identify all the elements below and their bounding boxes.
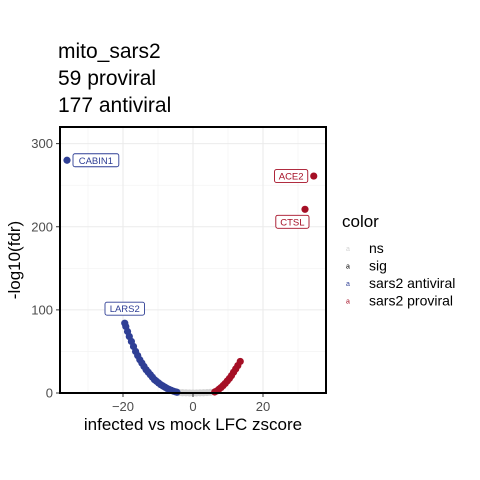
legend-label-ns: ns bbox=[369, 240, 384, 256]
plot-panel-border bbox=[59, 126, 327, 394]
labels-layer: CABIN1 LARS2 ACE2 CTSL bbox=[72, 153, 310, 316]
legend-key-sars2-proviral: a bbox=[346, 299, 350, 306]
gene-label-box bbox=[72, 153, 120, 168]
legend-label-sars2-antiviral: sars2 antiviral bbox=[369, 275, 455, 291]
data-point-sars2-proviral bbox=[310, 172, 318, 180]
x-tick-label: 20 bbox=[256, 399, 270, 414]
chart-title-line-1: mito_sars2 bbox=[58, 40, 161, 63]
gene-label-cabin1: CABIN1 bbox=[79, 156, 113, 167]
legend-label-sars2-proviral: sars2 proviral bbox=[369, 293, 453, 309]
legend-label-sig: sig bbox=[369, 258, 387, 274]
gene-label-lars2: LARS2 bbox=[110, 304, 140, 315]
y-axis-label: -log10(fdr) bbox=[5, 221, 24, 299]
grid-layer bbox=[60, 127, 326, 394]
y-tick-label: 200 bbox=[31, 219, 53, 234]
gene-label-ace2: ACE2 bbox=[279, 172, 304, 183]
gene-label-ctsl: CTSL bbox=[280, 217, 304, 228]
legend-key-sars2-antiviral: a bbox=[346, 281, 350, 288]
legend-title: color bbox=[342, 212, 379, 231]
legend: color a ns a sig a sars2 antiviral a sars2 prov… bbox=[342, 212, 455, 309]
y-tick-label: 0 bbox=[46, 386, 53, 401]
gene-label-box bbox=[104, 301, 145, 316]
y-tick-label: 100 bbox=[31, 302, 53, 317]
data-point-sars2-proviral bbox=[301, 205, 309, 213]
y-tick-label: 300 bbox=[31, 136, 53, 151]
chart-title-line-2: 59 proviral bbox=[58, 67, 157, 90]
x-axis-label: infected vs mock LFC zscore bbox=[84, 415, 302, 434]
gene-label-box bbox=[274, 169, 309, 183]
data-point-sars2-antiviral bbox=[63, 156, 71, 164]
points-layer bbox=[63, 156, 318, 397]
chart-title-line-3: 177 antiviral bbox=[58, 94, 172, 117]
legend-key-ns: a bbox=[346, 246, 350, 253]
legend-key-sig: a bbox=[346, 264, 350, 271]
x-tick-label: −20 bbox=[112, 399, 134, 414]
x-tick-label: 0 bbox=[189, 399, 196, 414]
gene-label-box bbox=[275, 214, 310, 229]
